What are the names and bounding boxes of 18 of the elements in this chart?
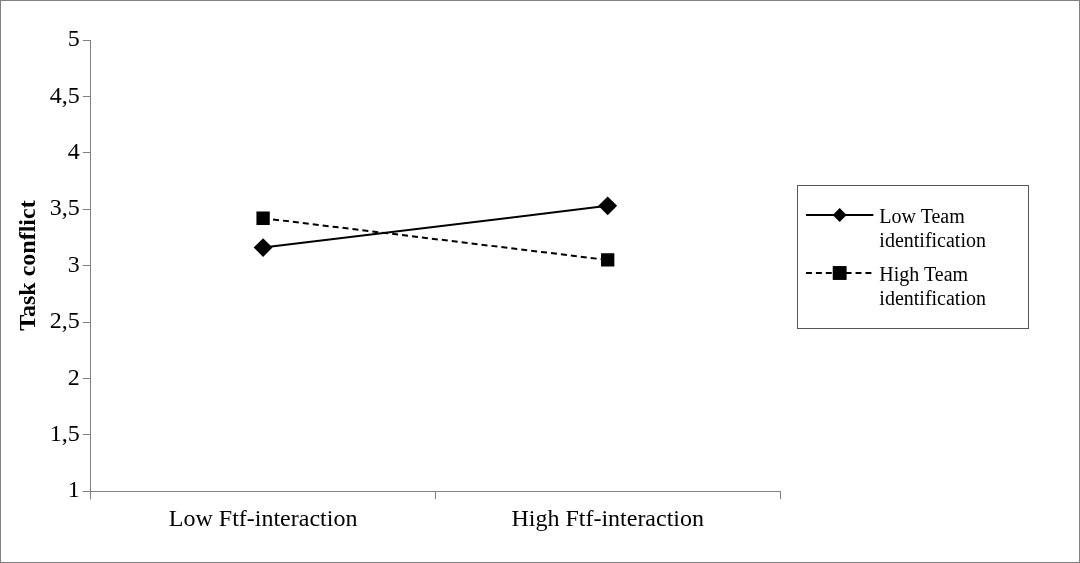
y-tick-label: 3,5 (49, 194, 80, 221)
y-tick-label: 4,5 (49, 81, 80, 108)
x-tick-label: High Ftf-interaction (511, 504, 705, 531)
y-tick-label: 4 (67, 138, 80, 165)
y-tick-label: 2,5 (49, 307, 80, 334)
y-tick-label: 1 (67, 476, 80, 503)
point (254, 238, 273, 257)
point (601, 253, 615, 267)
y-tick-label: 5 (67, 25, 80, 52)
x-tick-label: Low Ftf-interaction (168, 504, 358, 531)
point (256, 211, 270, 225)
y-axis-title: Task conflict (13, 200, 40, 331)
y-tick-label: 2 (67, 363, 80, 390)
y-tick-label: 1,5 (49, 420, 80, 447)
point (598, 196, 617, 215)
y-tick-label: 3 (67, 250, 80, 277)
legend-label: Low Team identification (879, 204, 987, 252)
legend-label: High Team identification (879, 262, 987, 310)
